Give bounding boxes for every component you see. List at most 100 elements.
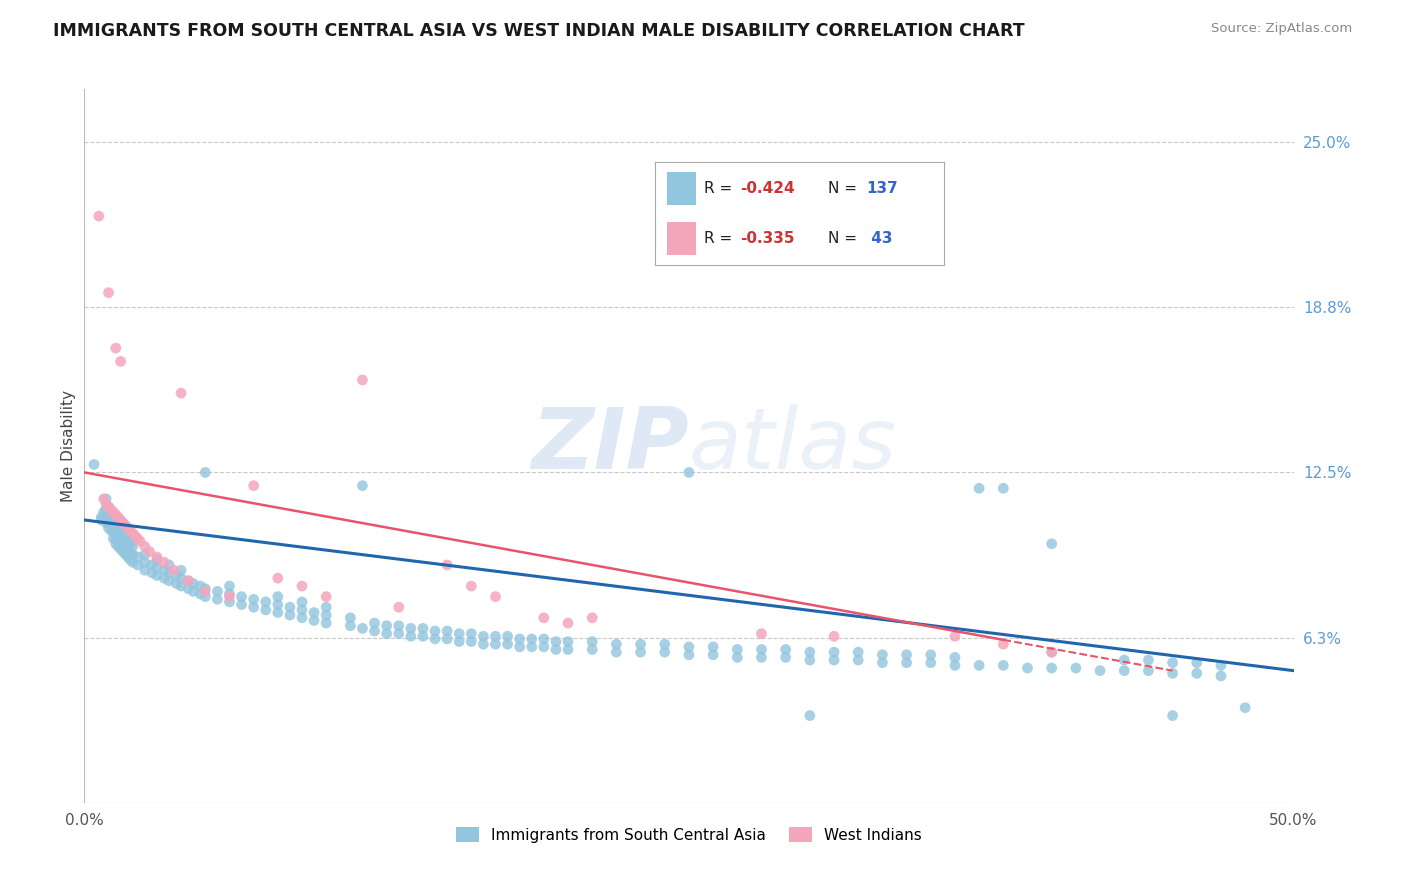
- Point: [423, 632, 446, 646]
- Point: [97, 500, 120, 514]
- Point: [544, 634, 567, 648]
- Point: [484, 629, 506, 643]
- Point: [1040, 537, 1063, 551]
- Point: [97, 513, 120, 527]
- Point: [107, 524, 129, 538]
- Point: [146, 568, 169, 582]
- Point: [218, 595, 240, 609]
- Point: [121, 555, 143, 569]
- Point: [315, 600, 337, 615]
- Point: [630, 637, 652, 651]
- Point: [339, 618, 361, 632]
- Point: [799, 653, 821, 667]
- Point: [315, 590, 337, 604]
- Point: [678, 466, 700, 480]
- Point: [557, 616, 579, 631]
- Point: [157, 566, 180, 580]
- Point: [107, 540, 129, 554]
- Point: [121, 547, 143, 561]
- Point: [110, 354, 132, 368]
- Point: [218, 579, 240, 593]
- Point: [146, 560, 169, 574]
- Point: [90, 510, 112, 524]
- Point: [967, 658, 990, 673]
- Point: [1114, 653, 1136, 667]
- Point: [127, 549, 149, 564]
- Point: [1040, 645, 1063, 659]
- Point: [194, 590, 217, 604]
- Point: [267, 571, 290, 585]
- Point: [207, 592, 229, 607]
- Point: [104, 341, 127, 355]
- Point: [872, 648, 894, 662]
- Point: [112, 545, 135, 559]
- Point: [278, 600, 301, 615]
- Point: [104, 508, 127, 522]
- Point: [823, 629, 845, 643]
- Point: [177, 582, 200, 596]
- Point: [100, 516, 122, 530]
- Point: [993, 481, 1015, 495]
- Bar: [666, 172, 696, 205]
- Point: [291, 579, 314, 593]
- Point: [520, 640, 543, 654]
- Text: N =: N =: [828, 181, 862, 196]
- Point: [302, 614, 325, 628]
- Point: [124, 529, 146, 543]
- Point: [943, 658, 966, 673]
- Point: [194, 584, 217, 599]
- Point: [153, 563, 176, 577]
- Point: [375, 626, 398, 640]
- Point: [100, 524, 122, 538]
- Point: [399, 621, 422, 635]
- Point: [97, 521, 120, 535]
- Point: [153, 571, 176, 585]
- Text: N =: N =: [828, 231, 862, 245]
- Text: 43: 43: [866, 231, 893, 245]
- Point: [436, 632, 458, 646]
- Point: [181, 584, 204, 599]
- Point: [751, 626, 773, 640]
- Point: [190, 579, 212, 593]
- Point: [315, 616, 337, 631]
- Point: [157, 558, 180, 572]
- Point: [967, 481, 990, 495]
- Point: [1137, 653, 1160, 667]
- Point: [399, 629, 422, 643]
- Point: [129, 534, 152, 549]
- Point: [181, 576, 204, 591]
- Point: [1234, 700, 1257, 714]
- Text: -0.424: -0.424: [741, 181, 794, 196]
- Point: [94, 510, 117, 524]
- Point: [557, 634, 579, 648]
- Point: [1088, 664, 1111, 678]
- Point: [896, 656, 918, 670]
- Point: [993, 658, 1015, 673]
- Point: [170, 386, 193, 401]
- Point: [460, 579, 482, 593]
- Point: [375, 618, 398, 632]
- Point: [654, 645, 676, 659]
- Point: [388, 600, 411, 615]
- Point: [231, 590, 253, 604]
- Point: [138, 545, 160, 559]
- Point: [103, 513, 125, 527]
- Point: [218, 590, 240, 604]
- Point: [231, 598, 253, 612]
- Point: [605, 645, 627, 659]
- Point: [120, 524, 142, 538]
- Point: [117, 542, 139, 557]
- Point: [134, 547, 156, 561]
- Point: [94, 491, 117, 506]
- Point: [242, 600, 264, 615]
- Point: [110, 526, 132, 541]
- Point: [254, 595, 277, 609]
- Point: [1161, 666, 1184, 681]
- Point: [177, 574, 200, 588]
- Point: [678, 648, 700, 662]
- Text: atlas: atlas: [689, 404, 897, 488]
- Point: [117, 534, 139, 549]
- Point: [112, 537, 135, 551]
- Point: [170, 563, 193, 577]
- Point: [278, 608, 301, 623]
